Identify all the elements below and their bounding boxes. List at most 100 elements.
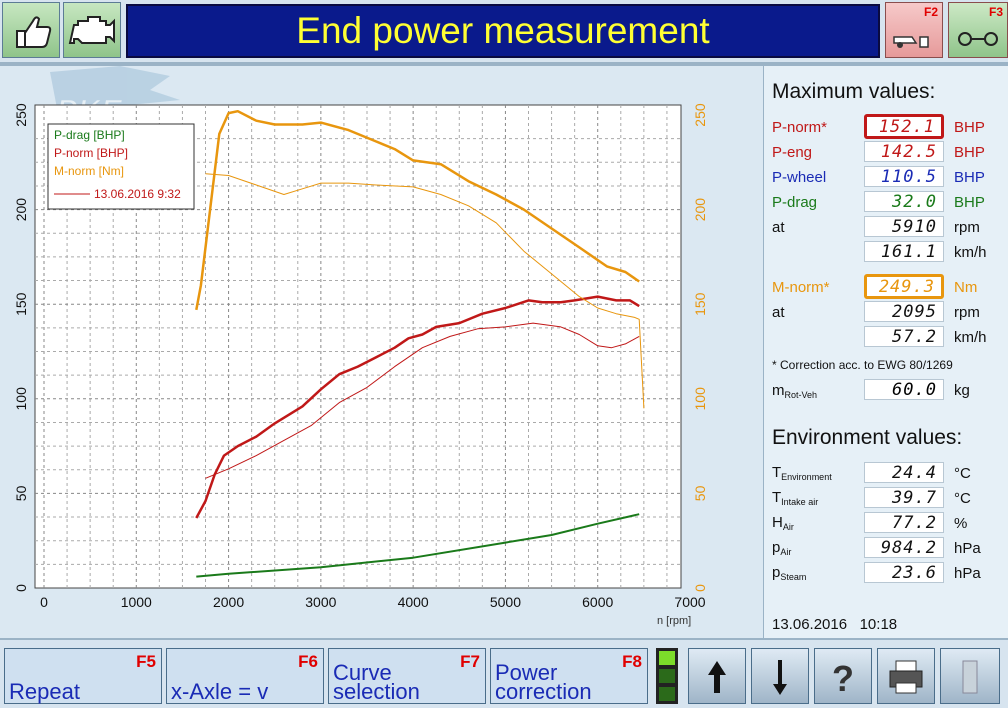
- max-row-value: 110.5: [864, 166, 944, 187]
- repeat-button[interactable]: F5 Repeat: [4, 648, 162, 704]
- y-left-tick-label: 250: [13, 103, 29, 127]
- engine-button[interactable]: [63, 2, 121, 58]
- x-tick-label: 6000: [582, 594, 613, 610]
- status-light-on: [659, 651, 675, 665]
- max-values-title: Maximum values:: [772, 80, 936, 103]
- timestamp: 13.06.2016 10:18: [772, 616, 897, 633]
- f3-button[interactable]: F3: [948, 2, 1008, 58]
- x-axis-label: n [rpm]: [657, 615, 691, 627]
- page-title: End power measurement: [126, 4, 880, 58]
- y-right-tick-label: 50: [692, 485, 708, 501]
- max-row-label: P-wheel: [772, 169, 827, 186]
- f2-key-label: F2: [923, 5, 938, 19]
- y-left-tick-label: 100: [13, 387, 29, 411]
- f3-key-label: F3: [988, 5, 1003, 19]
- f6-key-label: F6: [298, 652, 318, 671]
- max-row-unit: BHP: [954, 119, 985, 136]
- env-row-value: 984.2: [864, 537, 944, 558]
- max-row-unit: Nm: [954, 279, 978, 296]
- chart-panel: PKE 010002000300040005000600070000501001…: [0, 66, 762, 638]
- bottom-toolbar: F5 Repeat F6 x-Axle = v F7 Curve selecti…: [0, 638, 1008, 708]
- y-right-tick-label: 0: [692, 584, 708, 592]
- max-row-unit: BHP: [954, 144, 985, 161]
- max-row-value: 2095: [864, 301, 944, 322]
- f5-key-label: F5: [136, 652, 156, 671]
- max-row-value: 152.1: [864, 114, 944, 139]
- max-row-unit: BHP: [954, 194, 985, 211]
- x-axle-button[interactable]: F6 x-Axle = v: [166, 648, 324, 704]
- max-row-unit: rpm: [954, 219, 980, 236]
- arrow-up-icon: [708, 661, 726, 693]
- max-row-unit: BHP: [954, 169, 985, 186]
- repeat-label: Repeat: [9, 679, 80, 704]
- legend-ref-date: 13.06.2016 9:32: [94, 187, 181, 201]
- power-chart: PKE 010002000300040005000600070000501001…: [13, 66, 708, 627]
- power-correction-button[interactable]: F8 Power correction: [490, 648, 648, 704]
- rollers-icon: [958, 32, 998, 46]
- env-row-unit: %: [954, 515, 968, 532]
- arrow-up-button[interactable]: [688, 648, 746, 704]
- max-row-label: P-norm*: [772, 119, 828, 136]
- f2-button[interactable]: F2: [885, 2, 943, 58]
- y-left-tick-label: 0: [13, 584, 29, 592]
- mrot-value: 60.0: [864, 379, 944, 400]
- legend-p-norm: P-norm [BHP]: [54, 146, 128, 160]
- env-row-label: HAir: [772, 514, 794, 532]
- max-row-label: P-eng: [772, 144, 813, 161]
- mrot-unit: kg: [954, 382, 970, 399]
- footer-date: 13.06.2016: [772, 616, 848, 633]
- environment-title: Environment values:: [772, 426, 963, 449]
- x-tick-label: 5000: [490, 594, 521, 610]
- axis-ticks: 0 1000 2000 3000 4000 5000 6000 700005010015020…: [13, 103, 708, 610]
- curve-selection-button[interactable]: F7 Curve selection: [328, 648, 486, 704]
- y-left-tick-label: 50: [13, 485, 29, 501]
- max-row-value: 161.1: [864, 241, 944, 262]
- mrot-label: mRot-Veh: [772, 382, 818, 400]
- print-button[interactable]: [877, 648, 935, 704]
- max-row-value: 249.3: [864, 274, 944, 299]
- help-button[interactable]: ?: [814, 648, 872, 704]
- f7-key-label: F7: [460, 652, 480, 671]
- env-row-label: pSteam: [772, 564, 807, 582]
- x-tick-label: 3000: [305, 594, 336, 610]
- y-right-tick-label: 150: [692, 292, 708, 316]
- env-row-value: 23.6: [864, 562, 944, 583]
- max-row-label: P-drag: [772, 194, 818, 211]
- power-correction-label: Power correction: [495, 660, 592, 704]
- values-panel: Maximum values: P-norm* 152.1 BHP P-eng 142.…: [763, 66, 1008, 638]
- y-right-tick-label: 100: [692, 387, 708, 411]
- exit-button[interactable]: [940, 648, 1000, 704]
- thumbs-up-button[interactable]: [2, 2, 60, 58]
- dyno-vehicle-icon: [893, 36, 929, 48]
- env-row-label: TIntake air: [772, 489, 819, 507]
- env-row-value: 24.4: [864, 462, 944, 483]
- max-row-value: 57.2: [864, 326, 944, 347]
- series-m-norm: [195, 109, 640, 311]
- door-icon: [962, 660, 978, 694]
- thumbs-up-icon: [16, 16, 52, 48]
- max-row-label: M-norm*: [772, 279, 830, 296]
- x-tick-label: 1000: [121, 594, 152, 610]
- arrow-down-icon: [773, 660, 787, 695]
- x-tick-label: 7000: [674, 594, 705, 610]
- env-row-label: TEnvironment: [772, 464, 832, 482]
- env-row-value: 77.2: [864, 512, 944, 533]
- series-p-norm-ref: [205, 322, 640, 479]
- status-light-off: [659, 669, 675, 683]
- engine-icon: [68, 16, 115, 44]
- x-tick-label: 0: [40, 594, 48, 610]
- series-p-drag: [196, 513, 640, 578]
- max-row-label: at: [772, 304, 785, 321]
- series-m-norm-ref: [205, 173, 645, 409]
- arrow-down-button[interactable]: [751, 648, 809, 704]
- curve-selection-label: Curve selection: [333, 660, 420, 704]
- printer-icon: [889, 660, 923, 694]
- env-row-value: 39.7: [864, 487, 944, 508]
- env-row-unit: °C: [954, 490, 971, 507]
- max-row-unit: rpm: [954, 304, 980, 321]
- y-right-tick-label: 200: [692, 198, 708, 222]
- legend-m-norm: M-norm [Nm]: [54, 164, 124, 178]
- y-left-tick-label: 150: [13, 292, 29, 316]
- top-bar: End power measurement F2 F3: [0, 0, 1008, 62]
- legend: P-drag [BHP] P-norm [BHP] M-norm [Nm] 13…: [47, 123, 195, 210]
